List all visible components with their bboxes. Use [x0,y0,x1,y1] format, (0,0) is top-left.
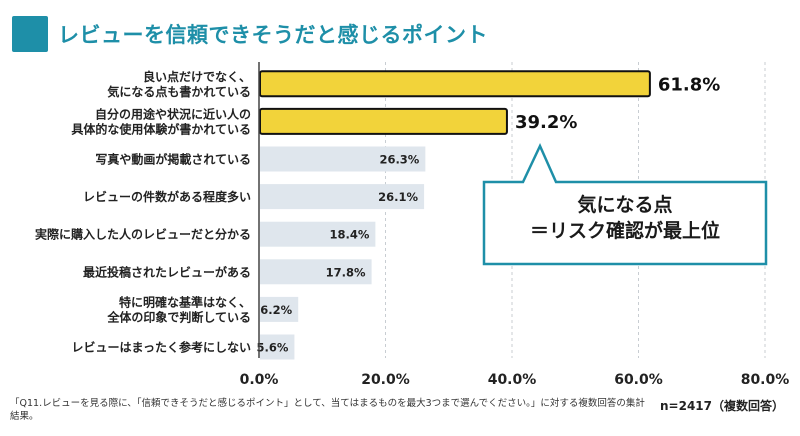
sample-size: n=2417（複数回答） [660,399,784,413]
value-label-3: 26.1% [378,190,418,204]
value-label-6: 6.2% [260,303,292,317]
category-label-0-1: 気になる点も書かれている [107,84,251,99]
bar-2 [260,146,426,172]
bar-7 [260,334,295,360]
footnote: 「Q11.レビューを見る際に、「信頼できそうだと感じるポイント」として、当てはま… [10,398,645,422]
value-label-7: 5.6% [257,341,289,355]
x-tick-label-1: 20.0% [361,372,410,388]
category-label-1-0: 自分の用途や状況に近い人の [95,106,251,121]
x-tick-label-2: 40.0% [488,372,537,388]
category-label-2-0: 写真や動画が掲載されている [95,152,251,167]
bar-5 [260,259,372,285]
value-label-2: 26.3% [379,153,419,167]
bar-4 [260,221,376,247]
x-tick-label-4: 80.0% [741,372,790,388]
category-label-3-0: レビューの件数がある程度多い [83,189,251,204]
category-label-4-0: 実際に購入した人のレビューだと分かる [35,227,251,242]
category-label-7-0: レビューはまったく参考にしない [71,340,251,355]
bar-0 [259,70,651,98]
value-label-0: 61.8% [658,74,720,95]
value-label-1: 39.2% [515,112,577,133]
x-tick-label-0: 0.0% [240,372,279,388]
title-accent-square [12,16,48,52]
category-label-0-0: 良い点だけでなく、 [143,69,251,84]
category-label-5-0: 最近投稿されたレビューがある [83,264,251,279]
category-label-6-0: 特に明確な基準はなく、 [119,294,251,309]
bar-1 [259,107,508,135]
callout-text: 気になる点 ＝リスク確認が最上位 [484,192,766,244]
bar-6 [260,296,299,322]
chart-title: レビューを信頼できそうだと感じるポイント [58,23,488,47]
callout-line-1: 気になる点 [577,194,673,216]
category-label-6-1: 全体の印象で判断している [106,309,251,324]
x-tick-label-3: 60.0% [614,372,663,388]
callout-line-2: ＝リスク確認が最上位 [529,220,720,242]
bar-3 [260,184,425,210]
callout-box [482,142,768,266]
value-label-5: 17.8% [326,265,366,279]
category-label-1-1: 具体的な使用体験が書かれている [71,121,251,136]
value-label-4: 18.4% [329,228,369,242]
